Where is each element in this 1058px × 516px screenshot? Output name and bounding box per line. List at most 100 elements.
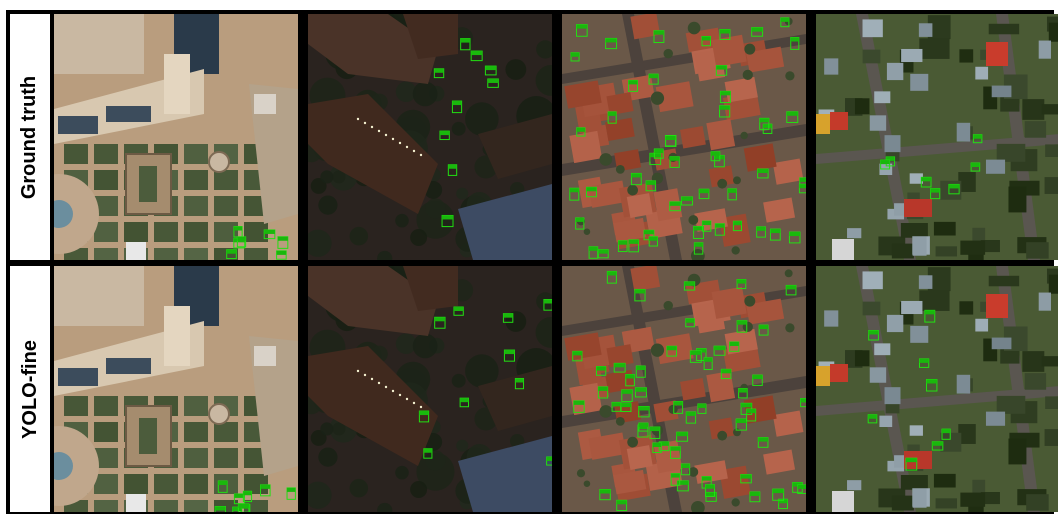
garden-bed xyxy=(184,500,208,512)
detection-outline xyxy=(423,448,433,459)
house-roof xyxy=(606,344,634,368)
house-roof-red xyxy=(830,364,848,382)
house-roof xyxy=(708,165,735,188)
tree xyxy=(717,430,728,441)
skylight xyxy=(412,401,416,405)
tree-canopy xyxy=(412,81,438,107)
tree xyxy=(744,295,756,307)
detection-outline xyxy=(683,281,696,291)
detection-tag xyxy=(780,17,789,22)
detection-tag xyxy=(608,111,617,116)
garden-plot xyxy=(988,275,1020,287)
house-roof xyxy=(706,118,736,151)
garden-plot xyxy=(1026,242,1049,259)
garden-bed xyxy=(154,248,178,260)
detection-tag xyxy=(800,398,806,403)
detection-tag xyxy=(721,369,731,374)
garden-plot xyxy=(1022,351,1045,372)
detection-tag xyxy=(487,78,499,83)
detection-box xyxy=(790,37,800,50)
detection-box xyxy=(738,388,748,399)
detection-tag xyxy=(763,124,772,129)
detection-tag xyxy=(218,480,228,485)
garden-bed xyxy=(184,474,208,494)
garden-plot xyxy=(862,49,881,64)
detection-tag xyxy=(786,111,798,116)
garden-plot xyxy=(891,495,914,511)
detection-tag xyxy=(757,169,769,174)
detection-tag xyxy=(702,221,711,226)
garden-plot xyxy=(919,38,950,59)
detection-tag xyxy=(705,492,717,497)
detection-box xyxy=(698,188,710,200)
detection-tag xyxy=(711,151,720,156)
tree xyxy=(583,228,591,236)
garden-plot xyxy=(927,267,951,292)
detection-tag xyxy=(277,236,288,241)
side-building xyxy=(249,336,298,476)
detection-tag xyxy=(686,411,696,416)
detection-box xyxy=(681,196,693,206)
detection-tag xyxy=(621,389,633,394)
house-roof xyxy=(626,193,653,218)
detection-box xyxy=(758,324,769,336)
detection-tag xyxy=(460,398,469,403)
detection-tag xyxy=(649,427,660,432)
detection-tag xyxy=(702,36,711,41)
detection-tag xyxy=(434,317,446,322)
detection-box xyxy=(926,378,938,392)
detection-outline xyxy=(797,484,806,494)
tree-canopy xyxy=(320,170,334,184)
detection-box xyxy=(447,164,458,176)
detection-box xyxy=(868,329,879,341)
tree-canopy xyxy=(310,430,327,446)
aerial-image xyxy=(54,266,298,512)
tree-canopy xyxy=(395,465,409,480)
detection-tag xyxy=(690,350,702,355)
garden-bed xyxy=(184,448,208,468)
tree xyxy=(576,469,586,478)
detection-tag xyxy=(260,484,271,489)
detection-tag xyxy=(736,419,747,424)
detection-tag xyxy=(586,187,597,192)
detection-tag xyxy=(789,232,800,237)
detection-box xyxy=(434,316,446,329)
side-roof xyxy=(254,346,276,366)
detection-box xyxy=(670,446,681,459)
garden-bed xyxy=(184,196,208,216)
detection-box xyxy=(701,35,712,47)
detection-tag xyxy=(930,188,940,193)
detection-box xyxy=(676,480,689,492)
detection-box xyxy=(569,187,580,201)
house-roof xyxy=(1038,292,1051,311)
tent xyxy=(126,242,146,260)
garden-plot xyxy=(996,395,1026,414)
garden-plot xyxy=(933,473,956,488)
detection-outline xyxy=(772,488,785,501)
garden-bed xyxy=(214,448,238,468)
detection-tag xyxy=(644,230,654,235)
row-yolo-fine: YOLO-fine xyxy=(10,266,1058,512)
fountain xyxy=(208,151,230,173)
detection-tag xyxy=(452,101,462,106)
house-roof xyxy=(743,395,777,424)
skylight xyxy=(405,397,409,401)
detection-tag xyxy=(759,118,769,123)
house-roof xyxy=(630,14,661,40)
detection-tag xyxy=(693,226,704,231)
detection-tag xyxy=(926,379,937,384)
detection-outline xyxy=(635,365,646,378)
detection-tag xyxy=(616,500,627,505)
detection-tag xyxy=(232,507,242,512)
garden-plot xyxy=(959,301,974,315)
detection-box xyxy=(666,345,678,357)
house-roof xyxy=(724,328,758,355)
building-roof xyxy=(478,114,552,179)
detection-tag xyxy=(576,127,585,132)
garden-center xyxy=(139,418,157,454)
garden-bed xyxy=(184,144,208,164)
detection-tag xyxy=(287,487,296,492)
garden-bed xyxy=(124,474,148,494)
house-roof xyxy=(655,81,694,113)
house-roof xyxy=(708,417,735,440)
